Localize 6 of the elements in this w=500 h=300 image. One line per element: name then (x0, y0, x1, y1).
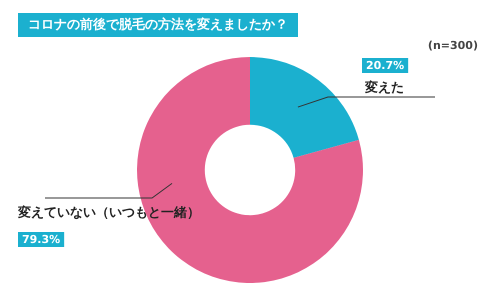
data-label: 79.3% (22, 232, 60, 246)
data-label: 20.7% (366, 58, 404, 72)
legend-label: 変えた (364, 79, 404, 96)
chart-title: コロナの前後で脱毛の方法を変えましたか？ (28, 16, 288, 32)
slice-label: 変えていない（いつもと一緒） (17, 204, 200, 220)
text: (n=300) (428, 38, 478, 52)
